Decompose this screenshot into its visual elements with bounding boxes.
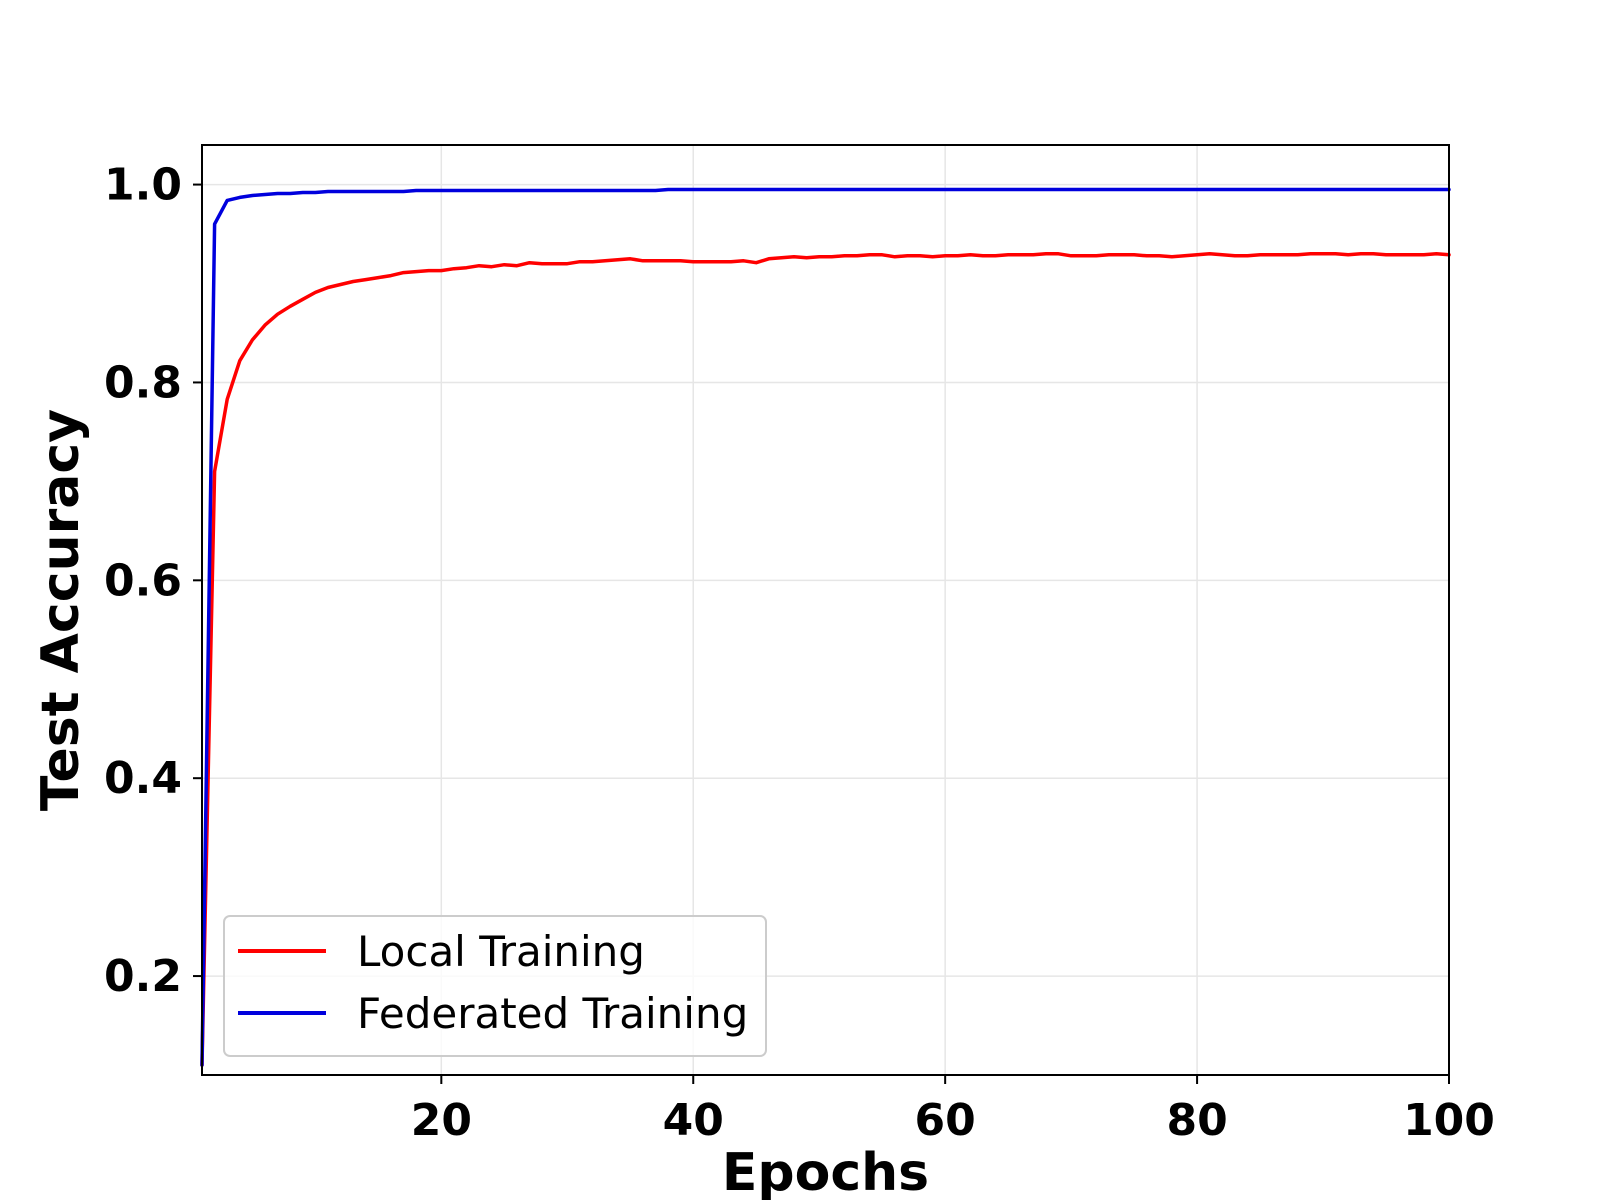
x-tick-label: 40: [663, 1095, 724, 1146]
grid-lines: [202, 145, 1450, 1075]
y-tick-label: 0.8: [104, 357, 182, 408]
plot-frame: [201, 144, 1450, 1076]
series-line-federated-training: [200, 187, 1451, 1067]
legend: Local Training Federated Training: [223, 915, 767, 1057]
legend-label-federated: Federated Training: [357, 989, 748, 1038]
series-lines: [200, 187, 1451, 1067]
legend-label-local: Local Training: [357, 927, 645, 976]
x-tick-label: 20: [411, 1095, 472, 1146]
y-tick-label: 0.4: [104, 753, 182, 804]
y-tick-label: 0.2: [104, 951, 182, 1002]
axis-ticks: 20 40 60 80 100 0.2 0.4 0.6 0.8 1.0: [104, 160, 1495, 1146]
series-line-local-training: [200, 252, 1451, 1067]
y-tick-label: 0.6: [104, 555, 182, 606]
x-axis-label: Epochs: [722, 1143, 929, 1200]
y-axis-label: Test Accuracy: [31, 409, 91, 811]
legend-box: [223, 915, 767, 1057]
x-tick-label: 80: [1166, 1095, 1227, 1146]
y-tick-label: 1.0: [104, 160, 182, 211]
x-tick-label: 60: [915, 1095, 976, 1146]
x-tick-label: 100: [1403, 1095, 1495, 1146]
